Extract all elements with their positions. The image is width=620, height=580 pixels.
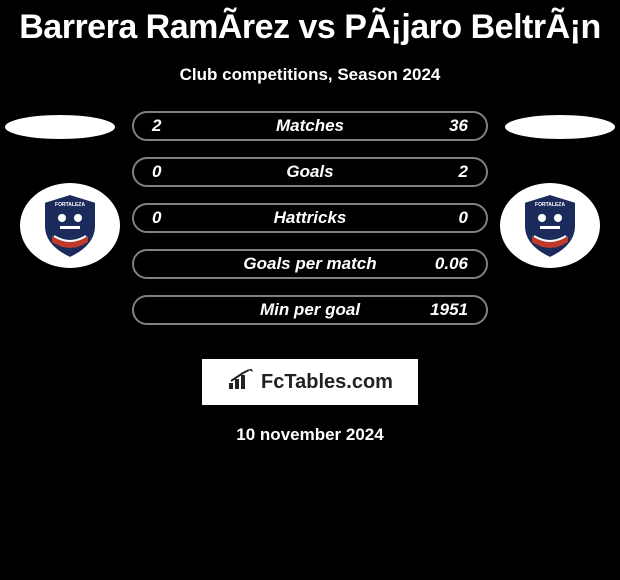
stat-row-hattricks: 0 Hattricks 0 bbox=[132, 203, 488, 233]
stat-right-value: 2 bbox=[428, 162, 468, 182]
stat-row-matches: 2 Matches 36 bbox=[132, 111, 488, 141]
stat-left-value: 0 bbox=[152, 208, 192, 228]
stat-left-value: 2 bbox=[152, 116, 192, 136]
brand-text: FcTables.com bbox=[261, 371, 393, 394]
team-shield-icon: FORTALEZA bbox=[520, 192, 580, 260]
comparison-title: Barrera RamÃ­rez vs PÃ¡jaro BeltrÃ¡n bbox=[0, 0, 620, 47]
right-oval-decoration bbox=[505, 115, 615, 139]
stat-right-value: 1951 bbox=[428, 300, 468, 320]
stat-row-min-per-goal: Min per goal 1951 bbox=[132, 295, 488, 325]
brand-box: FcTables.com bbox=[202, 359, 418, 405]
brand-chart-icon bbox=[227, 369, 255, 396]
stat-right-value: 36 bbox=[428, 116, 468, 136]
svg-text:FORTALEZA: FORTALEZA bbox=[535, 202, 565, 208]
svg-text:FORTALEZA: FORTALEZA bbox=[55, 202, 85, 208]
stats-container: 2 Matches 36 0 Goals 2 0 Hattricks 0 Goa… bbox=[132, 111, 488, 341]
comparison-date: 10 november 2024 bbox=[236, 425, 383, 445]
stat-label: Hattricks bbox=[274, 208, 347, 228]
stat-label: Goals per match bbox=[243, 254, 376, 274]
stat-label: Goals bbox=[286, 162, 333, 182]
right-team-logo: FORTALEZA bbox=[500, 183, 600, 268]
stat-label: Matches bbox=[276, 116, 344, 136]
stat-row-goals: 0 Goals 2 bbox=[132, 157, 488, 187]
stat-right-value: 0.06 bbox=[428, 254, 468, 274]
team-shield-icon: FORTALEZA bbox=[40, 192, 100, 260]
stat-left-value: 0 bbox=[152, 162, 192, 182]
comparison-subtitle: Club competitions, Season 2024 bbox=[0, 65, 620, 85]
stat-label: Min per goal bbox=[260, 300, 360, 320]
stat-row-goals-per-match: Goals per match 0.06 bbox=[132, 249, 488, 279]
stat-right-value: 0 bbox=[428, 208, 468, 228]
left-oval-decoration bbox=[5, 115, 115, 139]
left-team-logo: FORTALEZA bbox=[20, 183, 120, 268]
